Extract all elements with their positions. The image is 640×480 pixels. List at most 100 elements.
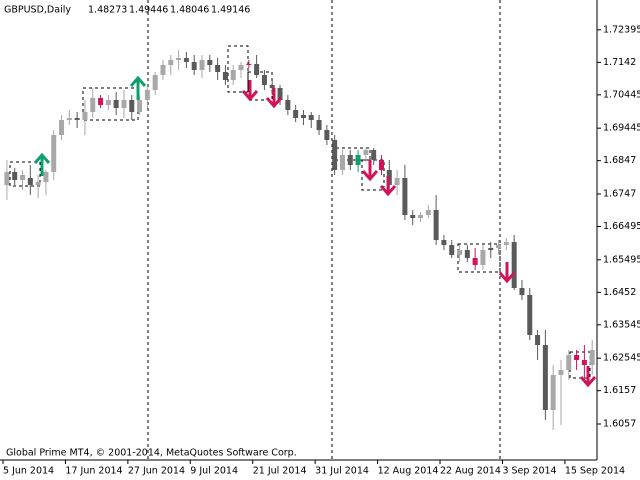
candle-body — [488, 248, 494, 250]
sell-arrow — [241, 80, 259, 102]
candle-body — [199, 60, 205, 70]
candle-body — [441, 240, 447, 245]
x-tick-label: 21 Jul 2014 — [253, 466, 307, 477]
candle-body — [105, 100, 111, 105]
candle-body — [20, 175, 26, 180]
candle-body — [550, 375, 556, 410]
pattern-box — [82, 87, 139, 121]
ohlc-low: 1.48046 — [170, 5, 209, 16]
candle-body — [144, 90, 150, 100]
sell-arrow — [379, 176, 397, 197]
sell-arrow — [265, 88, 283, 109]
candle-body — [59, 120, 65, 135]
candle-body — [324, 130, 330, 140]
candle-body — [472, 258, 478, 265]
candle-body — [269, 85, 275, 88]
sell-arrow — [579, 366, 597, 388]
candle-body — [425, 210, 431, 215]
candle-body — [542, 345, 548, 410]
candle-body — [566, 355, 572, 370]
candle-body — [207, 60, 213, 65]
candle-body — [12, 172, 18, 180]
x-tick-label: 3 Sep 2014 — [502, 466, 556, 477]
candle-body — [27, 178, 33, 185]
candle-body — [418, 215, 424, 218]
buy-arrow — [129, 75, 147, 100]
candle-body — [90, 98, 96, 112]
sell-arrow — [498, 262, 516, 284]
candle-body — [51, 135, 57, 172]
candle-body — [589, 350, 595, 365]
candle-body — [363, 150, 369, 155]
buy-arrow — [33, 152, 51, 176]
candle-body — [332, 140, 338, 170]
candle-body — [480, 250, 486, 265]
pattern-box — [361, 159, 385, 191]
candle-body — [519, 288, 525, 295]
x-tick-label: 31 Jul 2014 — [315, 466, 369, 477]
candle-body — [339, 155, 345, 170]
candle-body — [246, 64, 252, 65]
pattern-box — [457, 243, 501, 273]
candle-body — [347, 155, 353, 165]
candle-body — [183, 58, 189, 62]
candle-body — [378, 160, 384, 170]
signal-arrows — [33, 75, 597, 388]
y-tick-label: 1.66495 — [603, 221, 640, 232]
candles — [4, 50, 595, 430]
candle-body — [82, 112, 88, 120]
y-tick-label: 1.62545 — [603, 353, 640, 364]
candle-body — [371, 150, 377, 160]
x-tick-label: 9 Jul 2014 — [190, 466, 238, 477]
x-tick-label: 17 Jun 2014 — [65, 466, 122, 477]
candle-body — [74, 118, 80, 120]
candle-body — [527, 295, 533, 335]
symbol-title: GBPUSD,Daily — [4, 5, 71, 16]
candle-body — [176, 58, 182, 60]
y-tick-label: 1.6747 — [603, 189, 636, 200]
ohlc-close: 1.49146 — [211, 5, 250, 16]
candle-body — [457, 250, 463, 255]
y-tick-label: 1.72395 — [603, 24, 640, 35]
ohlc-high: 1.49446 — [129, 5, 168, 16]
candle-body — [35, 182, 41, 185]
candle-body — [394, 178, 400, 185]
candle-body — [293, 110, 299, 118]
candle-body — [191, 62, 197, 70]
candle-body — [355, 155, 361, 165]
candle-body — [300, 115, 306, 118]
candle-body — [137, 100, 143, 112]
candle-body — [4, 172, 10, 185]
pattern-box — [9, 161, 41, 187]
y-tick-label: 1.65495 — [603, 254, 640, 265]
pattern-box — [227, 45, 249, 93]
y-tick-label: 1.6847 — [603, 155, 636, 166]
candle-body — [535, 335, 541, 345]
candle-body — [581, 360, 587, 365]
candle-body — [433, 210, 439, 240]
candle-body — [113, 100, 119, 108]
candle-body — [261, 75, 267, 85]
candle-body — [410, 215, 416, 218]
candle-body — [496, 245, 502, 248]
candle-body — [215, 65, 221, 72]
candle-body — [503, 242, 509, 245]
candle-body — [121, 100, 127, 108]
candle-body — [152, 75, 158, 90]
ohlc-open: 1.48273 — [88, 5, 127, 16]
y-tick-label: 1.7142 — [603, 57, 636, 68]
candle-body — [285, 100, 291, 110]
y-tick-label: 1.6452 — [603, 287, 636, 298]
x-tick-label: 15 Sep 2014 — [565, 466, 625, 477]
y-tick-label: 1.69445 — [603, 123, 640, 134]
x-tick-label: 22 Aug 2014 — [440, 466, 501, 477]
candle-body — [222, 72, 228, 80]
y-tick-label: 1.6157 — [603, 385, 636, 396]
y-tick-label: 1.63545 — [603, 319, 640, 330]
candle-body — [464, 250, 470, 258]
candle-body — [238, 65, 244, 70]
candle-body — [277, 88, 283, 100]
x-tick-label: 12 Aug 2014 — [378, 466, 439, 477]
